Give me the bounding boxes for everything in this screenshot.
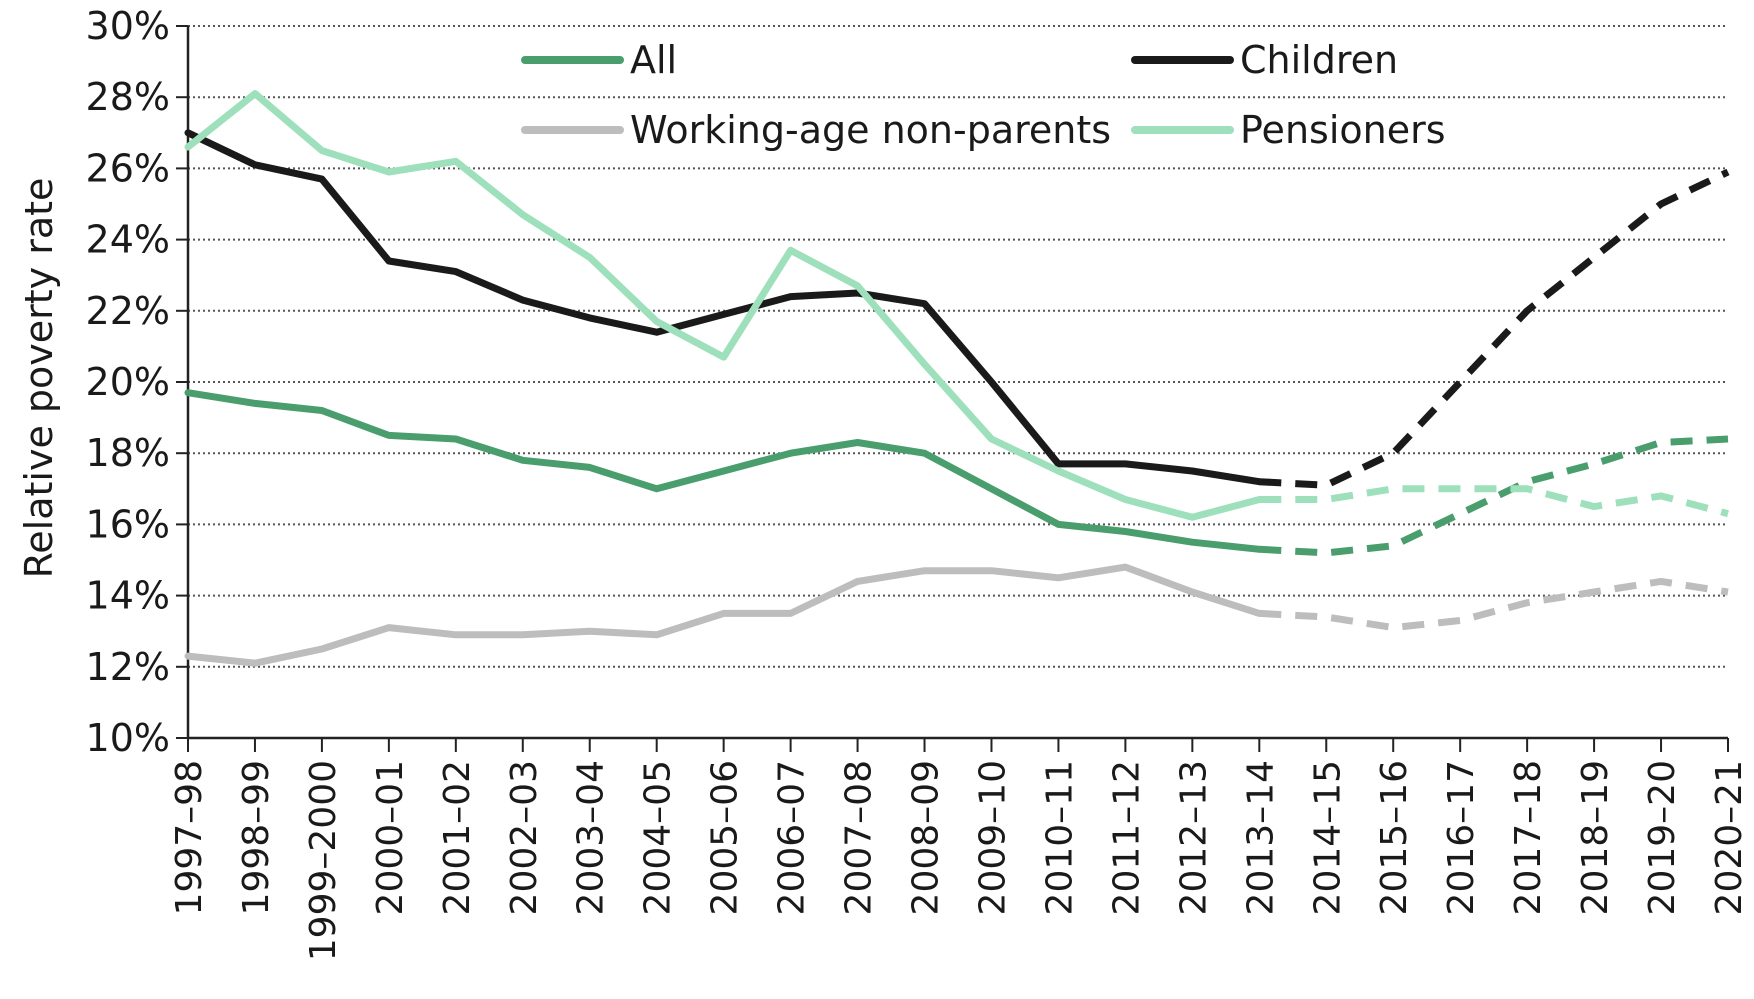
x-tick-label: 1998–99: [236, 760, 277, 915]
legend-label: Pensioners: [1240, 108, 1446, 152]
x-tick-label: 2010–11: [1039, 760, 1080, 915]
y-tick-label: 14%: [86, 574, 170, 618]
x-tick-label: 2002–03: [504, 760, 545, 915]
series-lines: [184, 90, 1730, 667]
x-tick-label: 2009–10: [972, 760, 1013, 915]
series-line-projection: [1259, 577, 1729, 632]
x-tick-label: 2016–17: [1441, 760, 1482, 915]
x-tick-label: 2013–14: [1240, 760, 1281, 915]
series-line: [184, 389, 1263, 553]
y-tick-label: 28%: [86, 75, 170, 119]
y-tick-label: 20%: [86, 360, 170, 404]
y-tick-label: 12%: [86, 645, 170, 689]
y-tick-label: 10%: [86, 716, 170, 760]
x-tick-label: 2000–01: [370, 760, 411, 915]
x-tick-label: 2008–09: [906, 760, 947, 915]
x-tick-label: 2014–15: [1307, 760, 1348, 915]
x-tick-label: 2017–18: [1508, 760, 1549, 915]
x-tick-label: 2012–13: [1173, 760, 1214, 915]
y-tick-label: 30%: [86, 4, 170, 48]
x-tick-label: 2005–06: [705, 760, 746, 915]
series-line-projection: [1259, 435, 1729, 557]
legend: All Children Working-age non-parents Pensio…: [521, 38, 1446, 152]
y-axis: 10% 12% 14% 16% 18% 20% 22% 24% 26% 28% 30%: [86, 4, 190, 760]
x-tick-label: 1999–2000: [303, 760, 344, 961]
x-tick-label: 2004–05: [638, 760, 679, 915]
grid-lines: [188, 25, 1728, 668]
y-tick-label: 18%: [86, 431, 170, 475]
x-tick-label: 2015–16: [1374, 760, 1415, 915]
series-line: [184, 563, 1263, 667]
y-axis-label: Relative poverty rate: [17, 178, 61, 579]
y-tick-label: 22%: [86, 289, 170, 333]
y-tick-label: 24%: [86, 218, 170, 262]
y-tick-label: 26%: [86, 146, 170, 190]
x-tick-label: 2001–02: [437, 760, 478, 915]
x-tick-label: 2007–08: [839, 760, 880, 915]
legend-label: Children: [1240, 38, 1398, 82]
x-tick-label: 2011–12: [1106, 760, 1147, 915]
x-tick-label: 2003–04: [571, 760, 612, 915]
series-line-projection: [1259, 168, 1730, 489]
series-line: [184, 129, 1263, 486]
x-tick-label: 2018–19: [1575, 760, 1616, 915]
y-tick-label: 16%: [86, 502, 170, 546]
legend-label: Working-age non-parents: [630, 108, 1111, 152]
x-tick-label: 2019–20: [1642, 760, 1683, 915]
x-tick-label: 2020–21: [1709, 760, 1750, 915]
series-line-projection: [1259, 485, 1729, 518]
x-tick-label: 1997–98: [169, 760, 210, 915]
x-tick-label: 2006–07: [772, 760, 813, 915]
legend-label: All: [630, 38, 677, 82]
series-line: [184, 90, 1263, 521]
x-axis: 1997–98 1998–99 1999–2000 2000–01 2001–02 200…: [169, 736, 1750, 961]
